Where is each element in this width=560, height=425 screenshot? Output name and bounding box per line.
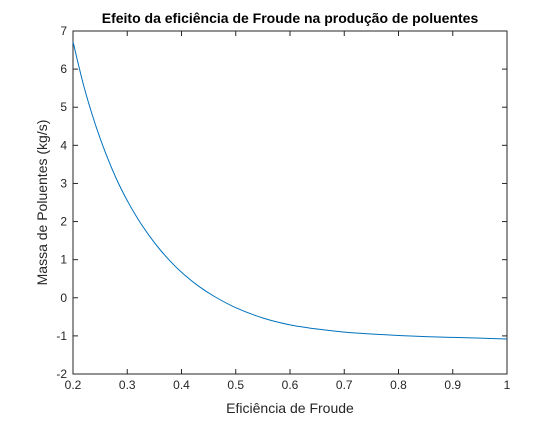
x-tick-label: 0.7 (336, 378, 353, 392)
x-tick-label: 0.8 (390, 378, 407, 392)
y-tick-label: 2 (60, 215, 67, 229)
y-tick-label: 6 (60, 62, 67, 76)
y-tick-label: -2 (56, 367, 67, 381)
plot-area (72, 30, 508, 375)
y-tick-label: 1 (60, 253, 67, 267)
y-tick-label: -1 (56, 329, 67, 343)
series-line (72, 41, 508, 340)
chart-title: Efeito da eficiência de Froude na produç… (102, 10, 479, 26)
series-layer (72, 41, 508, 340)
x-tick-label: 0.9 (444, 378, 461, 392)
x-tick-label: 0.2 (65, 378, 82, 392)
x-tick-label: 0.5 (227, 378, 244, 392)
y-axis-label: Massa de Poluentes (kg/s) (34, 120, 50, 286)
y-tick-label: 0 (60, 291, 67, 305)
y-tick-label: 5 (60, 100, 67, 114)
x-tick-label: 0.4 (173, 378, 190, 392)
y-tick-label: 3 (60, 176, 67, 190)
x-axis-label: Eficiência de Froude (226, 400, 354, 416)
x-tick-label: 0.3 (119, 378, 136, 392)
x-tick-label: 1 (504, 378, 511, 392)
x-axis: 0.2 0.3 0.4 0.5 0.6 0.7 0.8 0.9 1 (65, 31, 511, 392)
y-tick-label: 7 (60, 24, 67, 38)
y-tick-label: 4 (60, 138, 67, 152)
x-tick-label: 0.6 (282, 378, 299, 392)
y-axis: -2 -1 0 1 2 3 4 5 6 7 (56, 24, 507, 381)
